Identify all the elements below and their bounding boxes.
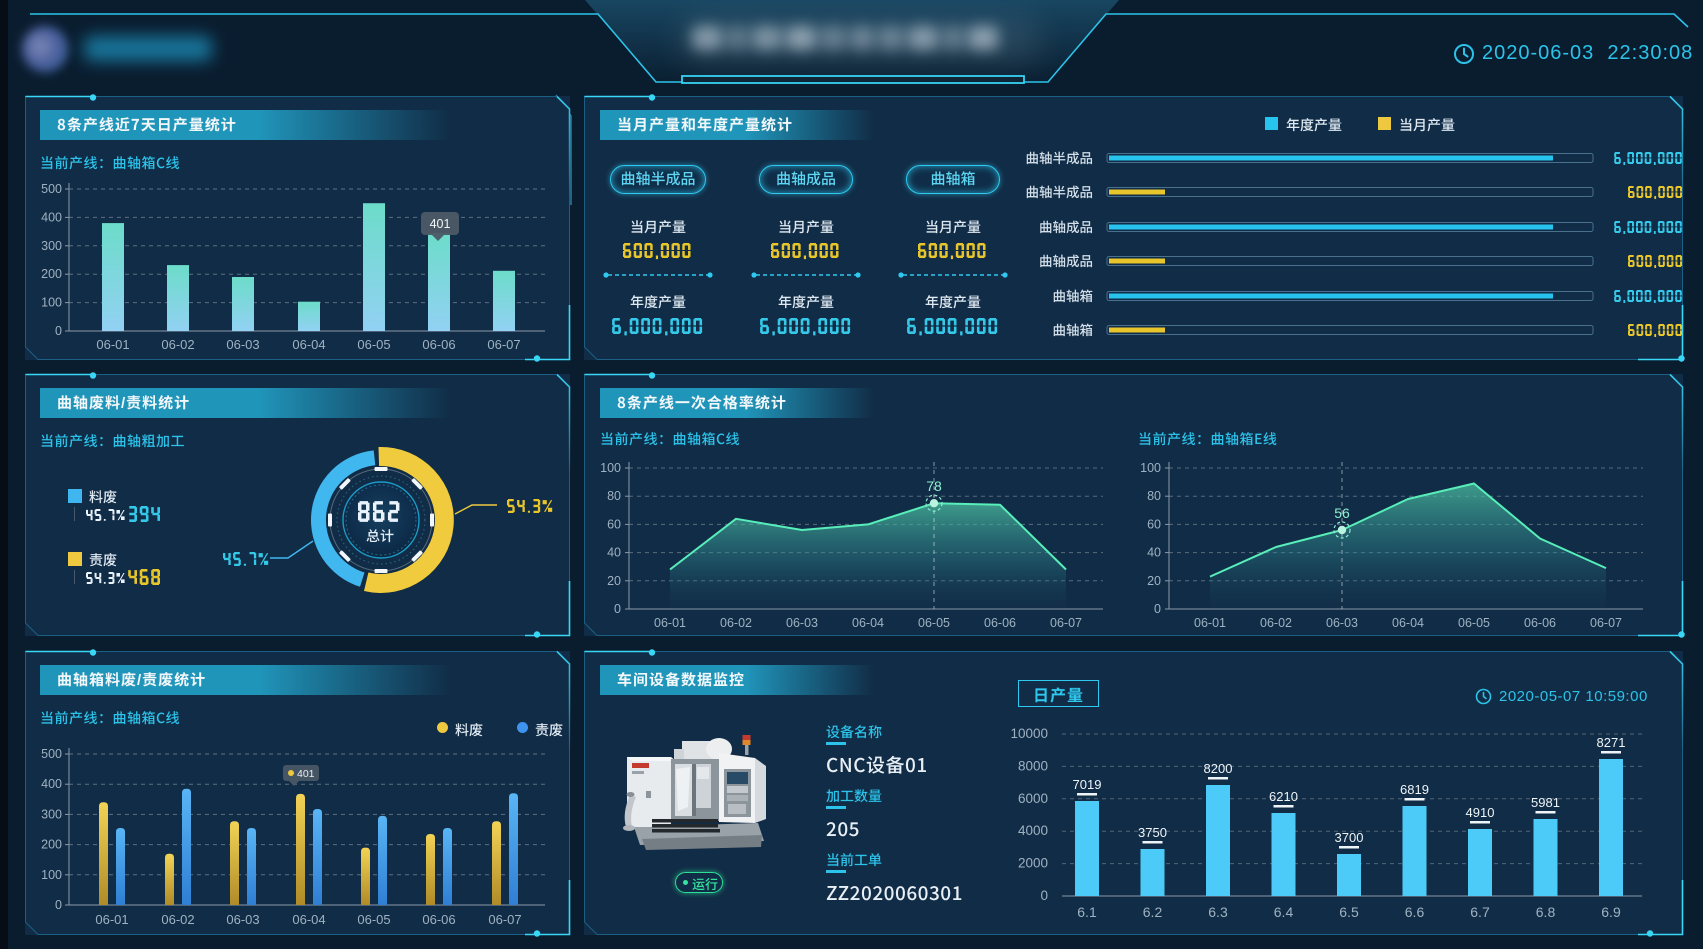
svg-text:3750: 3750 (1138, 825, 1167, 840)
svg-text:200: 200 (41, 267, 62, 281)
svg-text:6000: 6000 (1018, 791, 1048, 806)
svg-text:06-05: 06-05 (357, 337, 390, 352)
svg-text:80: 80 (1147, 489, 1161, 503)
svg-text:06-01: 06-01 (654, 616, 686, 630)
svg-text:06-01: 06-01 (95, 912, 128, 927)
svg-text:0: 0 (1154, 602, 1161, 616)
svg-text:400: 400 (41, 777, 62, 791)
svg-text:7019: 7019 (1073, 777, 1102, 792)
svg-text:06-07: 06-07 (487, 337, 520, 352)
svg-text:100: 100 (41, 868, 62, 882)
svg-text:曲轴成品: 曲轴成品 (1039, 216, 1093, 236)
svg-text:56: 56 (1334, 505, 1350, 521)
svg-text:06-02: 06-02 (161, 912, 194, 927)
svg-text:4000: 4000 (1018, 823, 1048, 838)
svg-text:6.5: 6.5 (1339, 904, 1359, 920)
svg-text:06-06: 06-06 (984, 616, 1016, 630)
svg-text:06-07: 06-07 (1590, 616, 1622, 630)
svg-text:100: 100 (600, 461, 621, 475)
svg-text:40: 40 (607, 546, 621, 560)
svg-text:06-03: 06-03 (226, 337, 259, 352)
svg-text:78: 78 (926, 478, 942, 494)
svg-text:8200: 8200 (1204, 761, 1233, 776)
svg-text:60: 60 (1147, 517, 1161, 531)
svg-text:06-04: 06-04 (1392, 616, 1424, 630)
svg-text:8000: 8000 (1018, 758, 1048, 773)
svg-text:06-05: 06-05 (357, 912, 390, 927)
svg-text:6.4: 6.4 (1274, 904, 1294, 920)
svg-text:401: 401 (430, 217, 451, 231)
svg-text:6.2: 6.2 (1143, 904, 1163, 920)
svg-text:2000: 2000 (1018, 856, 1048, 871)
svg-text:06-01: 06-01 (1194, 616, 1226, 630)
svg-text:06-04: 06-04 (852, 616, 884, 630)
svg-text:06-04: 06-04 (292, 912, 325, 927)
svg-text:曲轴箱: 曲轴箱 (1053, 319, 1094, 339)
svg-text:0: 0 (55, 324, 62, 338)
svg-text:60: 60 (607, 517, 621, 531)
svg-text:06-02: 06-02 (720, 616, 752, 630)
svg-text:6.8: 6.8 (1536, 904, 1556, 920)
svg-text:5981: 5981 (1531, 795, 1560, 810)
svg-text:6.1: 6.1 (1077, 904, 1097, 920)
svg-text:6.3: 6.3 (1208, 904, 1228, 920)
svg-text:6210: 6210 (1269, 789, 1298, 804)
svg-text:80: 80 (607, 489, 621, 503)
svg-text:8271: 8271 (1597, 735, 1626, 750)
svg-text:500: 500 (41, 747, 62, 761)
svg-text:6.9: 6.9 (1601, 904, 1621, 920)
svg-text:06-05: 06-05 (918, 616, 950, 630)
svg-text:06-02: 06-02 (161, 337, 194, 352)
svg-text:0: 0 (1040, 888, 1048, 903)
svg-text:100: 100 (41, 296, 62, 310)
svg-text:曲轴箱: 曲轴箱 (1053, 285, 1094, 305)
svg-text:曲轴成品: 曲轴成品 (1039, 250, 1093, 270)
svg-text:200: 200 (41, 838, 62, 852)
svg-text:20: 20 (1147, 574, 1161, 588)
svg-text:401: 401 (297, 768, 315, 780)
svg-text:100: 100 (1140, 461, 1161, 475)
svg-text:06-06: 06-06 (1524, 616, 1556, 630)
svg-text:3700: 3700 (1335, 830, 1364, 845)
svg-text:300: 300 (41, 807, 62, 821)
svg-text:06-06: 06-06 (422, 337, 455, 352)
svg-text:300: 300 (41, 239, 62, 253)
svg-text:06-04: 06-04 (292, 337, 325, 352)
svg-text:06-03: 06-03 (226, 912, 259, 927)
svg-text:20: 20 (607, 574, 621, 588)
svg-text:400: 400 (41, 210, 62, 224)
svg-text:曲轴半成品: 曲轴半成品 (1026, 147, 1094, 167)
svg-text:06-07: 06-07 (1050, 616, 1082, 630)
svg-text:6819: 6819 (1400, 782, 1429, 797)
svg-text:06-05: 06-05 (1458, 616, 1490, 630)
svg-text:40: 40 (1147, 546, 1161, 560)
svg-text:06-02: 06-02 (1260, 616, 1292, 630)
svg-text:10000: 10000 (1010, 726, 1048, 741)
svg-text:6.7: 6.7 (1470, 904, 1490, 920)
svg-text:500: 500 (41, 182, 62, 196)
svg-text:06-06: 06-06 (422, 912, 455, 927)
svg-text:06-07: 06-07 (488, 912, 521, 927)
svg-text:06-03: 06-03 (1326, 616, 1358, 630)
svg-text:0: 0 (55, 898, 62, 912)
svg-text:6.6: 6.6 (1405, 904, 1425, 920)
svg-text:06-01: 06-01 (96, 337, 129, 352)
svg-text:曲轴半成品: 曲轴半成品 (1026, 181, 1094, 201)
svg-text:06-03: 06-03 (786, 616, 818, 630)
svg-text:0: 0 (614, 602, 621, 616)
svg-text:4910: 4910 (1466, 805, 1495, 820)
